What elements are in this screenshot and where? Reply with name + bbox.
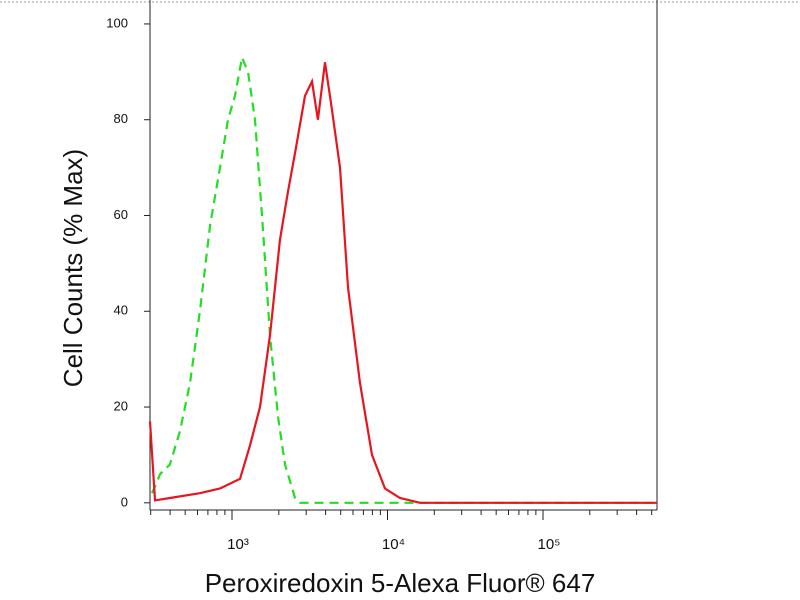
histogram-line xyxy=(150,53,657,504)
histogram-line xyxy=(148,62,657,504)
y-axis-title: Cell Counts (% Max) xyxy=(58,149,88,387)
y-tick-label: 0 xyxy=(121,494,128,509)
x-tick-label: 10⁴ xyxy=(382,536,405,553)
x-tick-label: 10³ xyxy=(227,536,249,553)
y-tick-label: 20 xyxy=(114,398,128,413)
x-axis-title: Peroxiredoxin 5-Alexa Fluor® 647 xyxy=(205,568,596,598)
y-tick-label: 40 xyxy=(114,303,128,318)
y-tick-label: 100 xyxy=(106,15,128,30)
y-tick-label: 60 xyxy=(114,207,128,222)
x-tick-label: 10⁵ xyxy=(538,536,561,553)
y-tick-label: 80 xyxy=(114,111,128,126)
